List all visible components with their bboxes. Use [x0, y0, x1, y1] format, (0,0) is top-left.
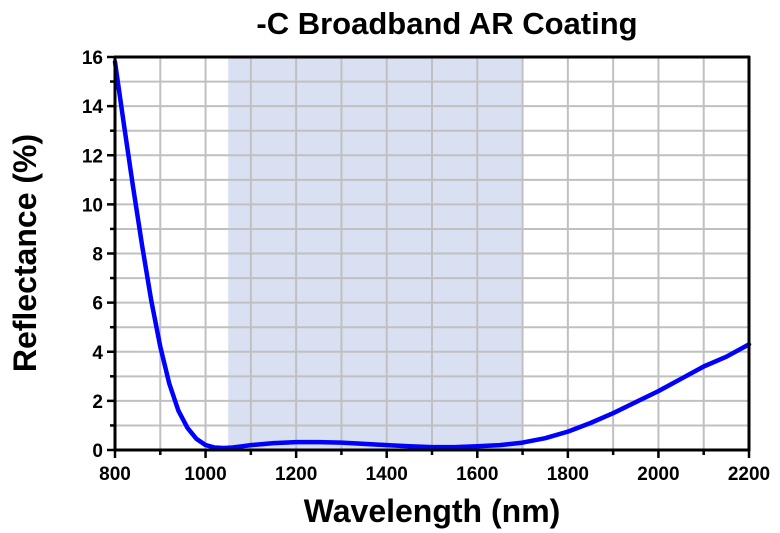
series-line-reflectance — [112, 59, 752, 451]
y-tick-label: 8 — [92, 245, 103, 266]
y-tick-label: 6 — [92, 294, 103, 315]
y-axis-label: Reflectance (%) — [7, 134, 43, 372]
y-tick-label: 10 — [82, 195, 103, 216]
grid-layer — [115, 57, 749, 450]
chart-title: -C Broadband AR Coating — [256, 6, 637, 41]
y-tick-label: 0 — [92, 441, 103, 462]
x-tick-label: 2000 — [637, 464, 679, 485]
y-tick-label: 12 — [82, 146, 103, 167]
y-tick-label: 14 — [82, 97, 104, 118]
y-tick-label: 16 — [82, 48, 103, 69]
x-tick-label: 1800 — [547, 464, 589, 485]
x-tick-label: 1000 — [184, 464, 226, 485]
x-tick-label: 1600 — [456, 464, 498, 485]
y-tick-label: 2 — [92, 392, 103, 413]
x-axis-label: Wavelength (nm) — [304, 493, 561, 529]
ticks-layer: 800 1000 1200 1400 1600 1800 2000 2200 0 2 4 6 8 10 12… — [82, 48, 770, 485]
x-tick-label: 2200 — [728, 464, 770, 485]
x-tick-label: 1400 — [366, 464, 408, 485]
x-tick-label: 1200 — [275, 464, 317, 485]
y-tick-label: 4 — [92, 343, 103, 364]
series-layer — [112, 59, 752, 451]
x-tick-label: 800 — [99, 464, 131, 485]
